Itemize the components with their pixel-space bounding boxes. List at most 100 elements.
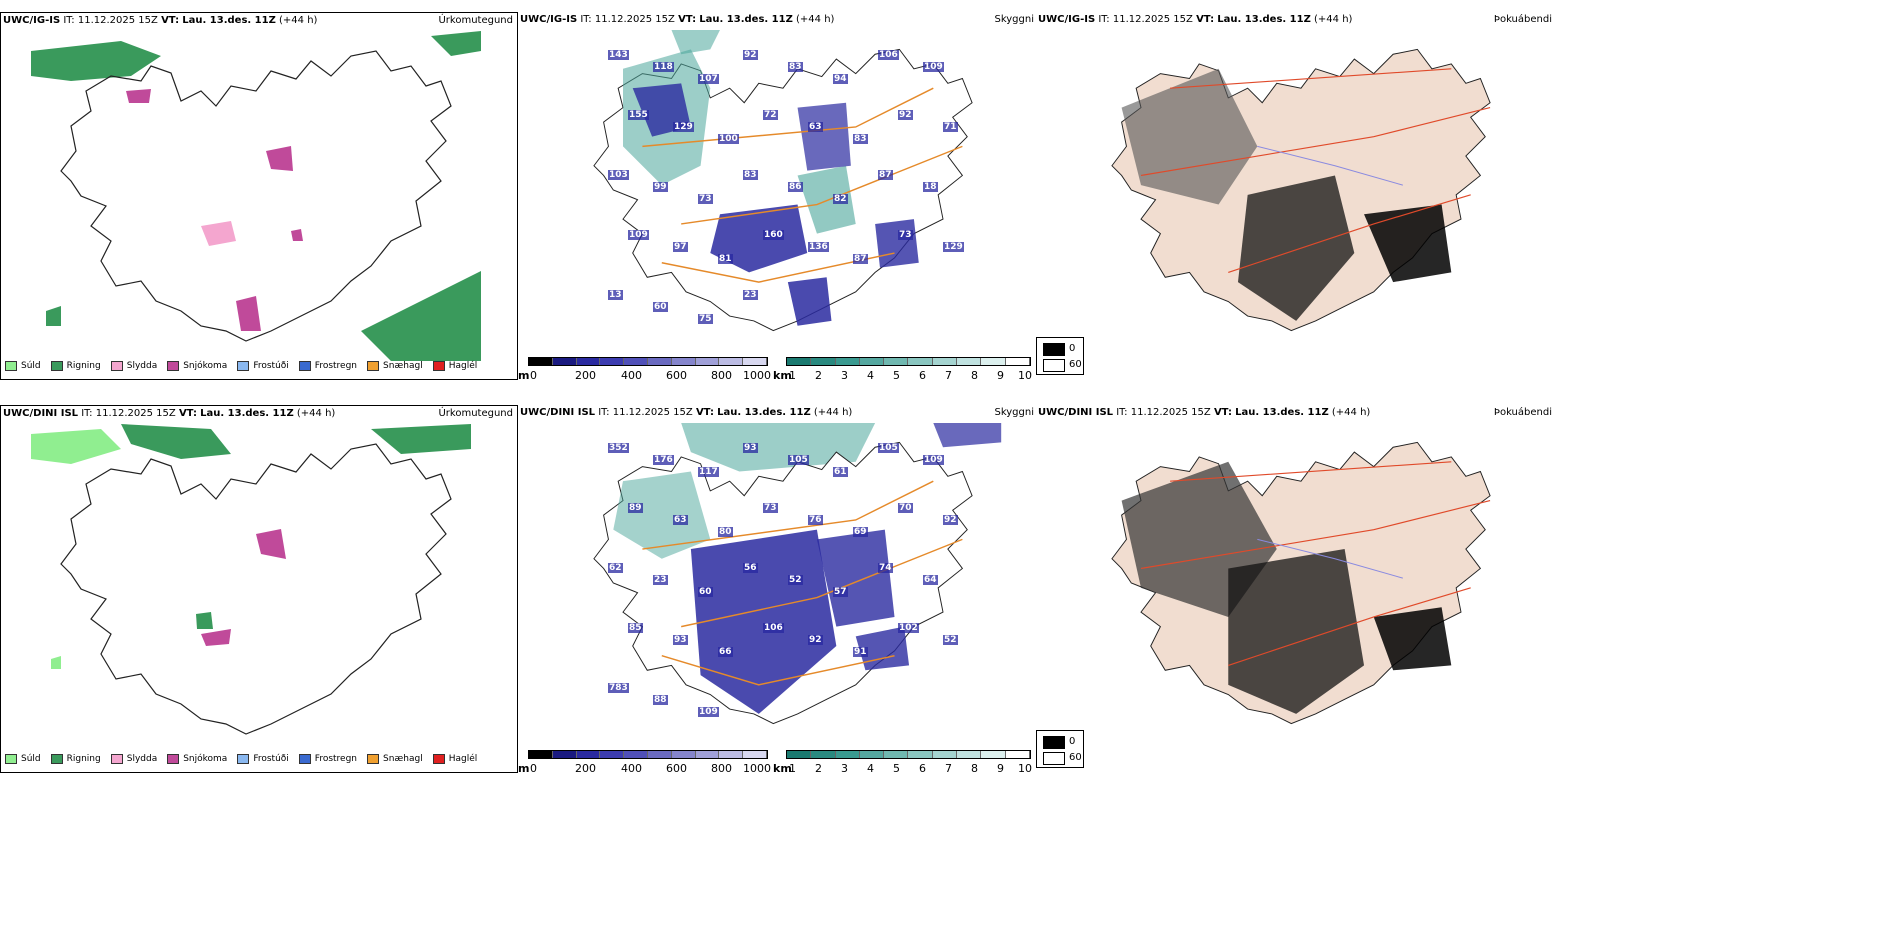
fog-legend-label-0: 0 [1069, 343, 1076, 354]
cloud-base-value: 73 [763, 503, 778, 513]
precip-map [31, 424, 471, 735]
cloud-base-value: 23 [653, 575, 668, 585]
cloud-base-value: 143 [608, 50, 629, 60]
cloud-base-colorbar: m 0 200 400 600 800 1000 [518, 357, 773, 380]
precip-legend: Súld Rigning Slydda Snjókoma Frostúði Fr… [5, 754, 487, 764]
legend-swatch [167, 754, 180, 764]
legend-item: Snjókoma [167, 361, 227, 371]
cloud-base-value: 57 [833, 587, 848, 597]
legend-swatch [432, 361, 445, 371]
cloud-base-unit: m [518, 762, 530, 773]
fog-title: Þokuábendi [1493, 407, 1552, 418]
cloud-base-value: 61 [833, 467, 848, 477]
legend-item: Frostúði [237, 754, 289, 764]
legend-swatch [167, 361, 180, 371]
tick-label: 7 [945, 762, 952, 773]
fog-legend: 0 60 [1036, 337, 1084, 375]
cloud-base-unit: m [518, 369, 530, 380]
cloud-base-value: 66 [718, 647, 733, 657]
tick-label: 10 [1018, 762, 1032, 773]
fog-title: Þokuábendi [1493, 14, 1552, 25]
cloud-base-value: 109 [923, 62, 944, 72]
visibility-colorbar: km 1 2 3 4 5 6 7 8 9 10 [773, 750, 1036, 773]
panel-header: UWC/IG-IS IT: 11.12.2025 15Z VT: Lau. 13… [1038, 14, 1353, 25]
vis-unit: km [773, 369, 792, 380]
cloud-base-value: 60 [653, 302, 668, 312]
cloud-base-value: 106 [878, 50, 899, 60]
cloud-base-value: 13 [608, 290, 623, 300]
legend-swatch [367, 754, 380, 764]
legend-item: Snæhagl [367, 754, 423, 764]
panel-header: UWC/DINI ISL IT: 11.12.2025 15Z VT: Lau.… [3, 408, 336, 419]
legend-swatch [237, 361, 250, 371]
panel-header: UWC/IG-IS IT: 11.12.2025 15Z VT: Lau. 13… [520, 14, 835, 25]
cloud-base-labels-row2: 352 176 117 93 105 61 105 109 89 63 80 73 76 69 70 92 62… [548, 423, 1018, 743]
cloud-base-value: 100 [718, 134, 739, 144]
cloud-base-value: 73 [698, 194, 713, 204]
cloud-base-value: 83 [853, 134, 868, 144]
fog-legend-label-60: 60 [1069, 752, 1082, 763]
panel-header: UWC/IG-IS IT: 11.12.2025 15Z VT: Lau. 13… [3, 15, 318, 26]
tick-label: 3 [841, 762, 848, 773]
cloud-base-value: 105 [788, 455, 809, 465]
cloud-base-colorbar: m 0 200 400 600 800 1000 [518, 750, 773, 773]
cloud-base-value: 83 [788, 62, 803, 72]
legend-item: Haglél [432, 361, 477, 371]
precip-panel-row2: UWC/DINI ISL IT: 11.12.2025 15Z VT: Lau.… [0, 405, 518, 773]
legend-swatch [50, 361, 63, 371]
cloud-base-value: 71 [943, 122, 958, 132]
cloud-base-value: 23 [743, 290, 758, 300]
tick-label: 9 [997, 369, 1004, 380]
legend-item: Frostregn [298, 754, 357, 764]
legend-swatch [110, 754, 123, 764]
cloud-base-value: 783 [608, 683, 629, 693]
cloud-base-value: 352 [608, 443, 629, 453]
tick-label: 800 [711, 369, 732, 380]
tick-label: 6 [919, 762, 926, 773]
cloud-base-value: 75 [698, 314, 713, 324]
precip-title: Úrkomutegund [438, 15, 513, 26]
tick-label: 600 [666, 762, 687, 773]
cloud-base-value: 76 [808, 515, 823, 525]
cloud-base-value: 176 [653, 455, 674, 465]
cloud-base-value: 63 [673, 515, 688, 525]
tick-label: 1000 [743, 369, 771, 380]
visibility-panel-row2: UWC/DINI ISL IT: 11.12.2025 15Z VT: Lau.… [518, 405, 1036, 773]
cloud-base-value: 86 [788, 182, 803, 192]
legend-swatch [432, 754, 445, 764]
tick-label: 4 [867, 369, 874, 380]
tick-label: 800 [711, 762, 732, 773]
tick-label: 8 [971, 369, 978, 380]
cloud-base-value: 85 [628, 623, 643, 633]
legend-item: Snjókoma [167, 754, 227, 764]
legend-swatch [110, 361, 123, 371]
cloud-base-value: 97 [673, 242, 688, 252]
tick-label: 7 [945, 369, 952, 380]
tick-label: 0 [530, 369, 537, 380]
legend-swatch [50, 754, 63, 764]
cloud-base-value: 56 [743, 563, 758, 573]
panel-header: UWC/DINI ISL IT: 11.12.2025 15Z VT: Lau.… [520, 407, 853, 418]
tick-label: 400 [621, 762, 642, 773]
legend-swatch-60 [1043, 752, 1065, 765]
cloud-base-value: 118 [653, 62, 674, 72]
cloud-base-value: 73 [898, 230, 913, 240]
legend-swatch-60 [1043, 359, 1065, 372]
cloud-base-value: 91 [853, 647, 868, 657]
cloud-base-value: 99 [653, 182, 668, 192]
cloud-base-value: 94 [833, 74, 848, 84]
visibility-panel-row1: UWC/IG-IS IT: 11.12.2025 15Z VT: Lau. 13… [518, 12, 1036, 380]
tick-label: 8 [971, 762, 978, 773]
legend-item: Slydda [110, 754, 157, 764]
panel-header: UWC/DINI ISL IT: 11.12.2025 15Z VT: Lau.… [1038, 407, 1371, 418]
legend-swatch [237, 754, 250, 764]
tick-label: 5 [893, 762, 900, 773]
cloud-base-value: 83 [743, 170, 758, 180]
fog-map [1111, 48, 1491, 332]
tick-label: 2 [815, 762, 822, 773]
tick-label: 9 [997, 762, 1004, 773]
fog-legend-label-0: 0 [1069, 736, 1076, 747]
fog-panel-row2: UWC/DINI ISL IT: 11.12.2025 15Z VT: Lau.… [1036, 405, 1554, 773]
vis-title: Skyggni [994, 14, 1034, 25]
cloud-base-value: 92 [743, 50, 758, 60]
